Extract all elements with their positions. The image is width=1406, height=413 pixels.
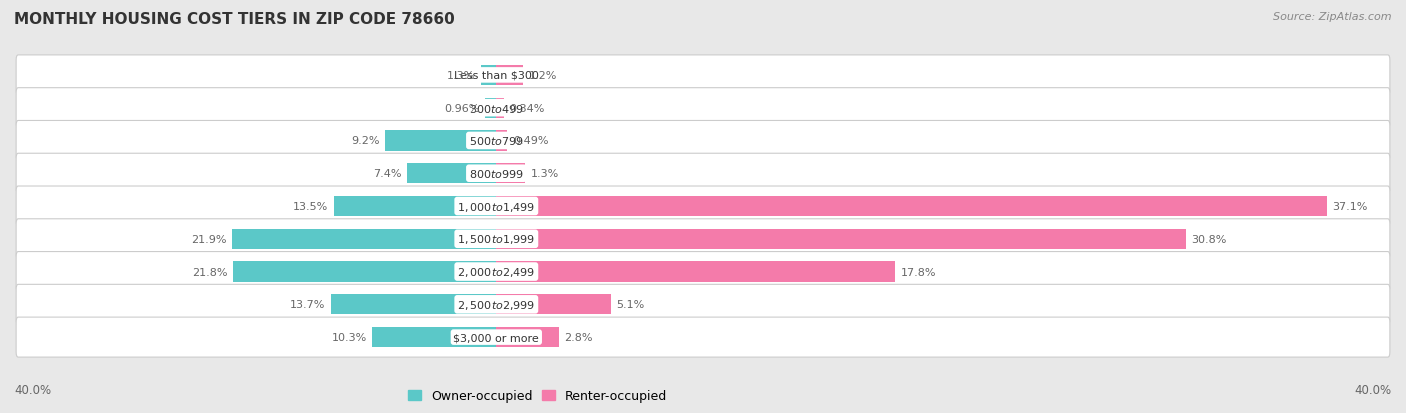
Bar — [481, 66, 496, 86]
Text: 9.2%: 9.2% — [352, 136, 380, 146]
Text: 13.7%: 13.7% — [290, 299, 326, 310]
Text: $3,000 or more: $3,000 or more — [454, 332, 538, 342]
Bar — [496, 294, 610, 315]
Text: 40.0%: 40.0% — [1355, 384, 1392, 396]
Bar — [373, 327, 496, 347]
Bar — [408, 164, 496, 184]
FancyBboxPatch shape — [15, 317, 1391, 357]
Bar — [385, 131, 496, 151]
Text: $800 to $999: $800 to $999 — [468, 168, 524, 180]
Text: 7.4%: 7.4% — [373, 169, 402, 179]
Text: Less than $300: Less than $300 — [454, 71, 538, 81]
Legend: Owner-occupied, Renter-occupied: Owner-occupied, Renter-occupied — [404, 385, 672, 408]
Bar — [496, 164, 526, 184]
Text: 30.8%: 30.8% — [1191, 234, 1227, 244]
Text: $500 to $799: $500 to $799 — [468, 135, 524, 147]
FancyBboxPatch shape — [15, 154, 1391, 194]
Bar — [332, 294, 496, 315]
FancyBboxPatch shape — [15, 187, 1391, 226]
Text: 37.1%: 37.1% — [1333, 202, 1368, 211]
FancyBboxPatch shape — [15, 219, 1391, 259]
Text: 1.3%: 1.3% — [447, 71, 475, 81]
Text: $1,000 to $1,499: $1,000 to $1,499 — [457, 200, 536, 213]
Text: 13.5%: 13.5% — [292, 202, 328, 211]
FancyBboxPatch shape — [15, 121, 1391, 161]
Bar — [496, 327, 560, 347]
FancyBboxPatch shape — [15, 252, 1391, 292]
Bar — [333, 196, 496, 217]
Text: 17.8%: 17.8% — [900, 267, 936, 277]
FancyBboxPatch shape — [15, 88, 1391, 128]
Bar — [496, 98, 503, 119]
Text: 0.49%: 0.49% — [513, 136, 548, 146]
Text: $1,500 to $1,999: $1,500 to $1,999 — [457, 233, 536, 246]
Text: 0.34%: 0.34% — [509, 103, 544, 114]
Text: Source: ZipAtlas.com: Source: ZipAtlas.com — [1274, 12, 1392, 22]
Bar — [496, 196, 1327, 217]
Text: 10.3%: 10.3% — [332, 332, 367, 342]
Bar — [496, 131, 508, 151]
Text: 21.8%: 21.8% — [193, 267, 228, 277]
Bar — [233, 262, 496, 282]
Bar — [485, 98, 496, 119]
FancyBboxPatch shape — [15, 285, 1391, 325]
Text: $2,000 to $2,499: $2,000 to $2,499 — [457, 266, 536, 278]
Text: 1.3%: 1.3% — [531, 169, 560, 179]
Text: 2.8%: 2.8% — [565, 332, 593, 342]
Text: MONTHLY HOUSING COST TIERS IN ZIP CODE 78660: MONTHLY HOUSING COST TIERS IN ZIP CODE 7… — [14, 12, 454, 27]
Text: 1.2%: 1.2% — [529, 71, 557, 81]
Bar — [496, 66, 523, 86]
Bar — [496, 262, 894, 282]
Bar — [232, 229, 496, 249]
Text: 0.96%: 0.96% — [444, 103, 479, 114]
Text: 21.9%: 21.9% — [191, 234, 226, 244]
Text: 40.0%: 40.0% — [14, 384, 51, 396]
FancyBboxPatch shape — [15, 56, 1391, 96]
Text: $300 to $499: $300 to $499 — [468, 102, 524, 114]
Bar — [496, 229, 1185, 249]
Text: $2,500 to $2,999: $2,500 to $2,999 — [457, 298, 536, 311]
Text: 5.1%: 5.1% — [616, 299, 644, 310]
